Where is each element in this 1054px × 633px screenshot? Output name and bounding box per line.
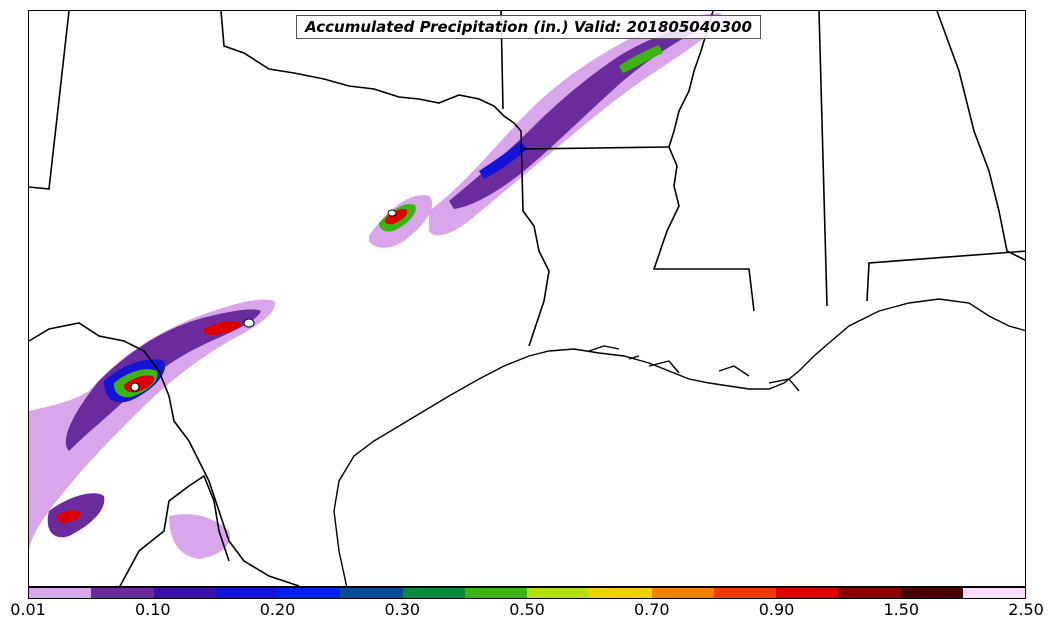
colorbar-segment xyxy=(91,588,154,598)
colorbar-segment xyxy=(900,588,963,598)
colorbar-tick-label: 0.50 xyxy=(509,600,545,619)
state-boundaries xyxy=(29,11,1025,586)
precip-cell-northwest-core xyxy=(243,318,255,328)
colorbar-segment xyxy=(278,588,341,598)
colorbar-segment xyxy=(215,588,278,598)
boundary-north-red-river xyxy=(220,11,515,124)
colorbar-segment xyxy=(340,588,403,598)
precipitation-map xyxy=(29,11,1025,586)
boundary-east-texas xyxy=(513,122,550,347)
precip-cell-west-core xyxy=(130,382,140,392)
colorbar-segment xyxy=(29,588,92,598)
colorbar xyxy=(28,587,1026,599)
colorbar-tick-label: 0.01 xyxy=(10,600,46,619)
precip-cell-northeast-green xyxy=(619,45,663,73)
boundary-florida-panhandle xyxy=(866,250,1025,302)
colorbar-tick-label: 2.50 xyxy=(1008,600,1044,619)
colorbar-segment xyxy=(962,588,1025,598)
boundary-mexico-interior xyxy=(119,474,230,586)
colorbar-tick-label: 0.90 xyxy=(758,600,795,619)
colorbar-tick-label: 0.20 xyxy=(259,600,296,619)
boundary-far-west xyxy=(29,11,70,190)
colorbar-segment xyxy=(153,588,216,598)
coastline-gulf xyxy=(333,298,1025,586)
colorbar-segment xyxy=(776,588,839,598)
colorbar-segment xyxy=(589,588,652,598)
boundary-mississippi-alabama xyxy=(818,11,828,307)
map-panel xyxy=(28,10,1026,587)
boundary-alabama-georgia xyxy=(936,11,1025,261)
colorbar-segment xyxy=(464,588,527,598)
colorbar-segment xyxy=(713,588,776,598)
colorbar-tick-label: 0.10 xyxy=(134,600,171,619)
boundary-arkansas-louisiana xyxy=(522,146,670,150)
colorbar-tick-labels: 0.01 0.10 0.20 0.30 0.50 0.70 0.90 1.50 2.50 xyxy=(0,600,1054,624)
precip-band-northeast-mid xyxy=(449,25,693,209)
map-title: Accumulated Precipitation (in.) Valid: 2… xyxy=(296,15,761,39)
colorbar-tick-label: 0.30 xyxy=(384,600,421,619)
colorbar-tick-label: 0.70 xyxy=(633,600,670,619)
boundary-louisiana-mississippi xyxy=(652,146,755,312)
precip-cell-central-red xyxy=(384,209,408,225)
boundary-mexico-chihuahua xyxy=(29,322,300,586)
coastline xyxy=(333,298,1025,586)
precip-cell-south-light xyxy=(169,514,230,559)
colorbar-segment xyxy=(651,588,714,598)
precip-cell-northwest-red xyxy=(203,321,241,336)
coastline-bays xyxy=(588,345,800,392)
colorbar-segment xyxy=(527,588,590,598)
colorbar-segment xyxy=(402,588,465,598)
precip-cell-central-core xyxy=(387,209,397,217)
precipitation-field xyxy=(29,13,729,571)
precip-cell-southwest-red xyxy=(56,510,81,523)
precip-cell-northeast-blue xyxy=(479,141,527,179)
colorbar-tick-label: 1.50 xyxy=(883,600,920,619)
colorbar-segment xyxy=(838,588,901,598)
